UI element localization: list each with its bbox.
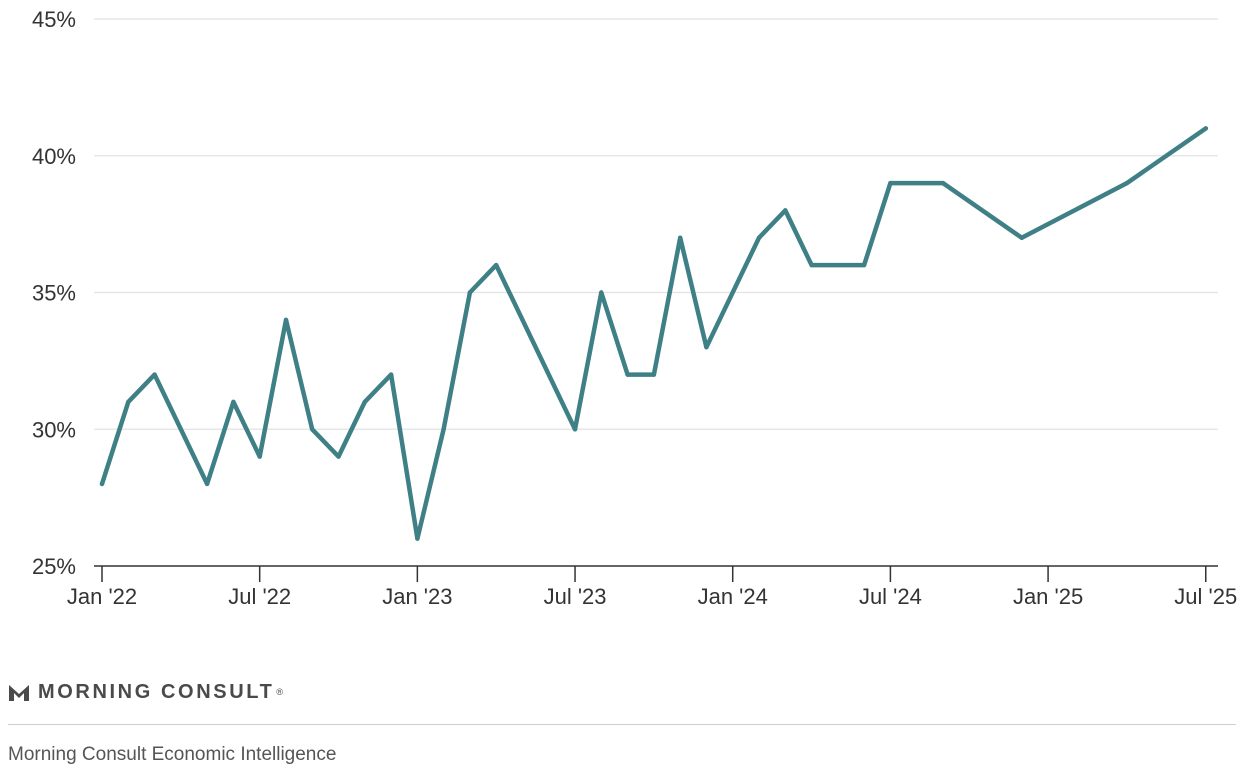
y-tick-label: 35% xyxy=(32,281,76,306)
x-tick-label: Jul '22 xyxy=(228,584,291,609)
data-point xyxy=(388,372,394,377)
data-point xyxy=(678,235,683,240)
data-point xyxy=(1124,180,1130,186)
data-point xyxy=(783,208,788,213)
data-point xyxy=(494,262,499,268)
data-point xyxy=(231,399,236,405)
series-line xyxy=(99,126,1209,541)
footer-divider xyxy=(8,724,1236,725)
data-point xyxy=(1203,126,1209,131)
x-axis xyxy=(94,565,1218,582)
data-point xyxy=(152,372,157,377)
series-layer xyxy=(99,126,1209,541)
line-chart: 25% 30% 35% 40% 45% Jan '22 Jul '22 Jan '23 Jul… xyxy=(32,7,1237,609)
data-point xyxy=(362,399,367,405)
data-point xyxy=(283,317,289,323)
y-tick-label: 30% xyxy=(32,417,76,442)
data-point xyxy=(204,481,210,487)
y-tick-label: 40% xyxy=(32,144,76,169)
x-tick-label: Jan '22 xyxy=(67,584,137,609)
x-axis-labels: Jan '22 Jul '22 Jan '23 Jul '23 Jan '24 Jul '… xyxy=(67,584,1237,609)
x-tick-label: Jul '24 xyxy=(859,584,922,609)
data-point xyxy=(99,481,105,487)
data-point xyxy=(861,262,867,268)
data-point xyxy=(940,180,946,186)
brand-name: MORNING CONSULT xyxy=(38,680,275,703)
data-point xyxy=(572,427,578,432)
x-tick-label: Jul '25 xyxy=(1174,584,1237,609)
data-point xyxy=(809,262,814,268)
data-point xyxy=(599,290,604,295)
data-point xyxy=(888,180,893,186)
y-tick-label: 25% xyxy=(32,554,76,579)
gridlines xyxy=(94,18,1218,430)
y-axis-labels: 25% 30% 35% 40% 45% xyxy=(32,7,76,579)
data-point xyxy=(704,345,709,350)
x-tick-label: Jan '25 xyxy=(1013,584,1083,609)
data-point xyxy=(415,536,420,541)
morning-consult-logo-icon xyxy=(9,685,29,701)
y-tick-label: 45% xyxy=(32,7,76,32)
data-point xyxy=(756,235,762,240)
data-point xyxy=(257,454,262,459)
registered-mark: ® xyxy=(276,687,284,697)
data-point xyxy=(625,372,630,377)
data-point xyxy=(441,427,446,432)
data-point xyxy=(1019,235,1024,240)
data-point xyxy=(126,399,131,405)
data-point xyxy=(310,427,315,432)
data-point xyxy=(336,454,341,459)
data-point xyxy=(467,290,473,295)
data-point xyxy=(651,372,657,377)
x-tick-label: Jan '24 xyxy=(698,584,768,609)
footer-logo: MORNING CONSULT ® xyxy=(8,678,283,706)
x-tick-label: Jul '23 xyxy=(544,584,607,609)
source-note: Morning Consult Economic Intelligence xyxy=(8,744,337,765)
x-tick-label: Jan '23 xyxy=(382,584,452,609)
